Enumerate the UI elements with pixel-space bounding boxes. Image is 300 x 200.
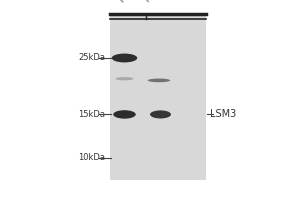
Ellipse shape	[113, 110, 136, 119]
Ellipse shape	[148, 79, 170, 82]
Ellipse shape	[112, 54, 137, 62]
Text: LSM3: LSM3	[210, 109, 236, 119]
FancyBboxPatch shape	[110, 14, 206, 180]
Ellipse shape	[116, 77, 134, 80]
Text: Mouse kidney: Mouse kidney	[144, 0, 189, 4]
Text: 25kDa: 25kDa	[78, 53, 105, 62]
Ellipse shape	[150, 110, 171, 118]
Text: 15kDa: 15kDa	[78, 110, 105, 119]
Text: Mouse brain: Mouse brain	[118, 0, 159, 4]
Text: 10kDa: 10kDa	[78, 153, 105, 162]
